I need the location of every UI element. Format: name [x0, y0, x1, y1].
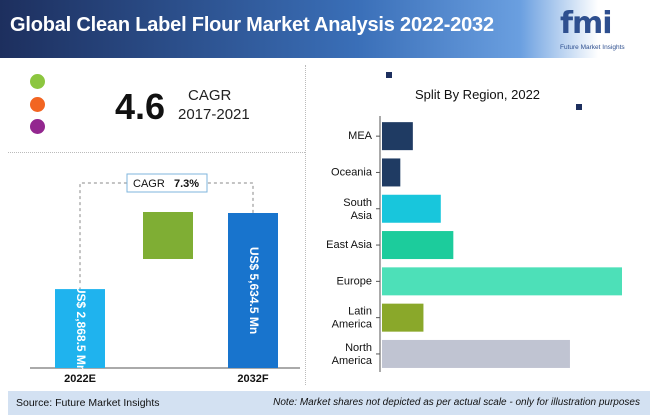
- fmi-logo: fmi Future Market Insights: [560, 4, 648, 56]
- vertical-divider: [305, 65, 306, 385]
- purple-dot-icon: [30, 119, 45, 134]
- source-text: Source: Future Market Insights: [16, 397, 160, 409]
- footer-bar: Source: Future Market Insights Note: Mar…: [8, 391, 650, 415]
- growth-block: [143, 212, 193, 259]
- region-bar-6: [382, 339, 570, 368]
- cagr-bridge-box: [126, 173, 208, 193]
- header-banner: Global Clean Label Flour Market Analysis…: [0, 0, 650, 58]
- region-label-4: Europe: [337, 275, 372, 287]
- region-label-0: MEA: [348, 130, 373, 142]
- region-bar-0: [382, 122, 413, 151]
- cagr-bridge-label: CAGR: [133, 178, 165, 190]
- region-label-3: East Asia: [326, 239, 373, 251]
- green-dot-icon: [30, 74, 45, 89]
- horizontal-divider: [8, 152, 305, 153]
- region-label-1: Oceania: [331, 166, 373, 178]
- decor-square-2: [576, 104, 582, 110]
- market-bar-value-label-2022E: US$ 2,868.5 Mn: [74, 285, 88, 372]
- region-label-2: South Asia: [343, 197, 373, 222]
- market-bar-2032F: [228, 213, 278, 368]
- cagr-bridge-value: 7.3%: [174, 178, 199, 190]
- region-bar-5: [382, 303, 424, 332]
- decor-square-1: [386, 72, 392, 78]
- region-chart-title: Split By Region, 2022: [415, 87, 541, 102]
- logo-subtitle: Future Market Insights: [560, 44, 625, 51]
- region-label-6: North America: [332, 342, 373, 367]
- note-text: Note: Market shares not depicted as per …: [273, 397, 640, 408]
- region-bar-3: [382, 231, 454, 260]
- market-bar-category-2032F: 2032F: [237, 373, 268, 385]
- region-bar-2: [382, 194, 441, 223]
- market-bar-category-2022E: 2022E: [64, 373, 96, 385]
- market-bar-value-label-2032F: US$ 5,634.5 Mn: [247, 247, 261, 334]
- region-bar-4: [382, 267, 622, 296]
- cagr-label: CAGR: [188, 87, 232, 104]
- region-bar-1: [382, 158, 401, 187]
- market-bar-2022E: [55, 289, 105, 368]
- logo-text: fmi: [560, 6, 613, 41]
- orange-dot-icon: [30, 97, 45, 112]
- cagr-years: 2017-2021: [178, 106, 250, 123]
- region-label-5: Latin America: [332, 306, 373, 331]
- page-title: Global Clean Label Flour Market Analysis…: [10, 14, 494, 36]
- cagr-value: 4.6: [115, 86, 166, 127]
